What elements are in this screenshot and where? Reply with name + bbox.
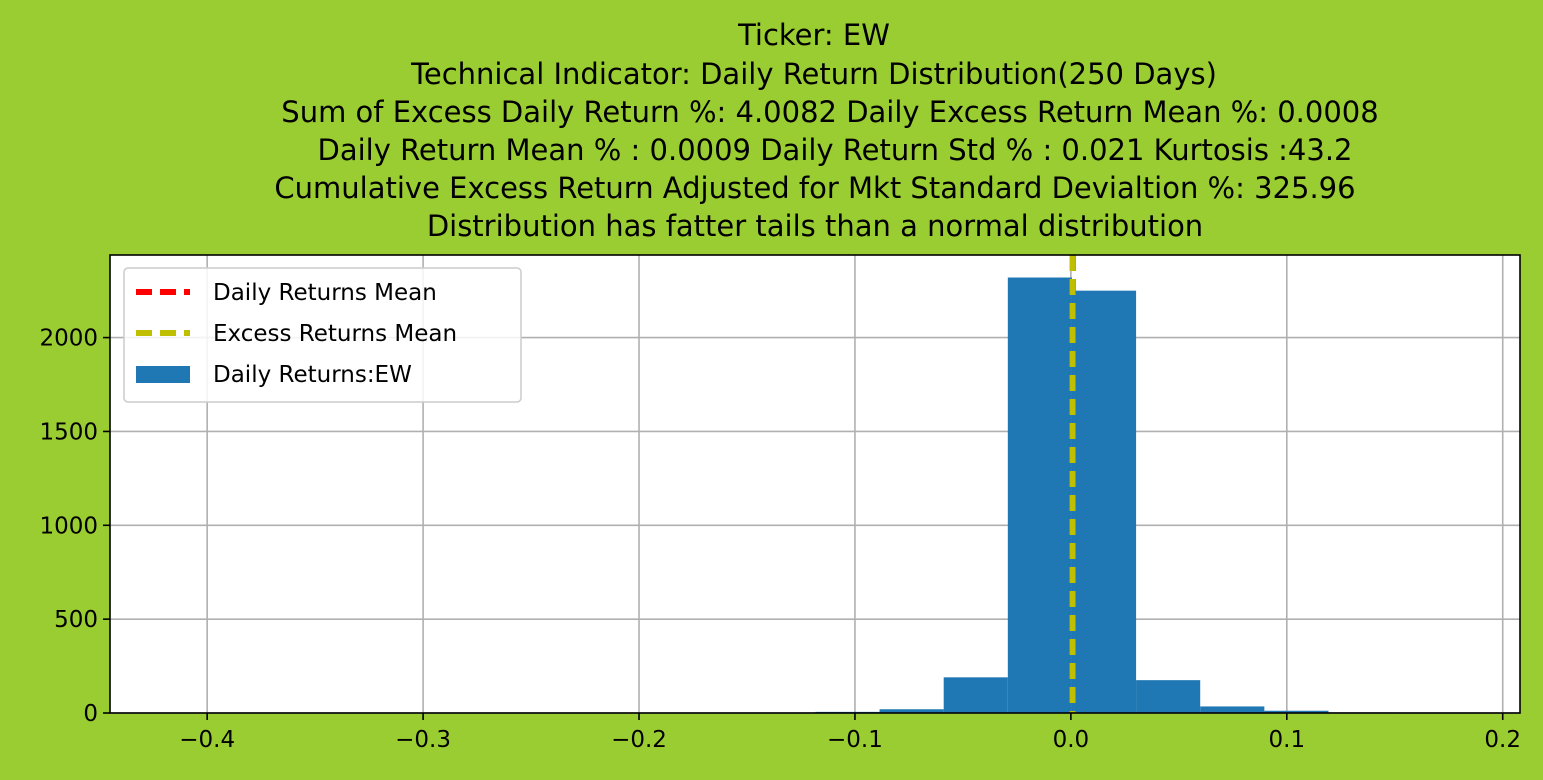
histogram-bar (1007, 277, 1072, 713)
chart-title: Ticker: EW Technical Indicator: Daily Re… (274, 18, 1378, 243)
histogram-bar (943, 677, 1008, 713)
legend-label: Excess Returns Mean (213, 321, 457, 347)
y-tick-label: 0 (83, 701, 98, 727)
x-tick-label: 0.2 (1484, 727, 1521, 753)
title-line: Cumulative Excess Return Adjusted for Mk… (274, 171, 1355, 205)
histogram-bar (879, 709, 944, 713)
title-line: Ticker: EW (737, 18, 890, 52)
legend-swatch-histogram (136, 366, 190, 383)
histogram-bar (1200, 706, 1265, 713)
y-axis: 0 500 1000 1500 2000 (39, 326, 110, 727)
legend-label: Daily Returns Mean (213, 280, 437, 306)
title-line: Sum of Excess Daily Return %: 4.0082 Dai… (281, 95, 1378, 129)
legend-box (123, 267, 522, 403)
x-tick-label: −0.4 (179, 727, 235, 753)
legend-label: Daily Returns:EW (213, 362, 412, 388)
histogram-bar (1264, 710, 1329, 713)
legend: Daily Returns Mean Excess Returns Mean D… (123, 267, 522, 403)
x-axis: −0.4 −0.3 −0.2 −0.1 0.0 0.1 0.2 (179, 713, 1521, 753)
title-line: Daily Return Mean % : 0.0009 Daily Retur… (317, 133, 1352, 167)
y-tick-label: 1000 (39, 513, 98, 539)
x-tick-label: −0.1 (827, 727, 883, 753)
plot-frame (109, 254, 1521, 714)
y-tick-label: 500 (54, 607, 98, 633)
x-tick-label: 0.1 (1269, 727, 1306, 753)
x-tick-label: 0.0 (1053, 727, 1090, 753)
y-tick-label: 2000 (39, 326, 98, 352)
histogram-bar (1136, 680, 1201, 713)
title-line: Technical Indicator: Daily Return Distri… (410, 57, 1217, 91)
title-line: Distribution has fatter tails than a nor… (427, 209, 1203, 243)
histogram-bars (110, 277, 1521, 713)
x-tick-label: −0.3 (395, 727, 451, 753)
y-tick-label: 1500 (39, 419, 98, 445)
x-tick-label: −0.2 (611, 727, 667, 753)
histogram-bar (1071, 290, 1137, 713)
